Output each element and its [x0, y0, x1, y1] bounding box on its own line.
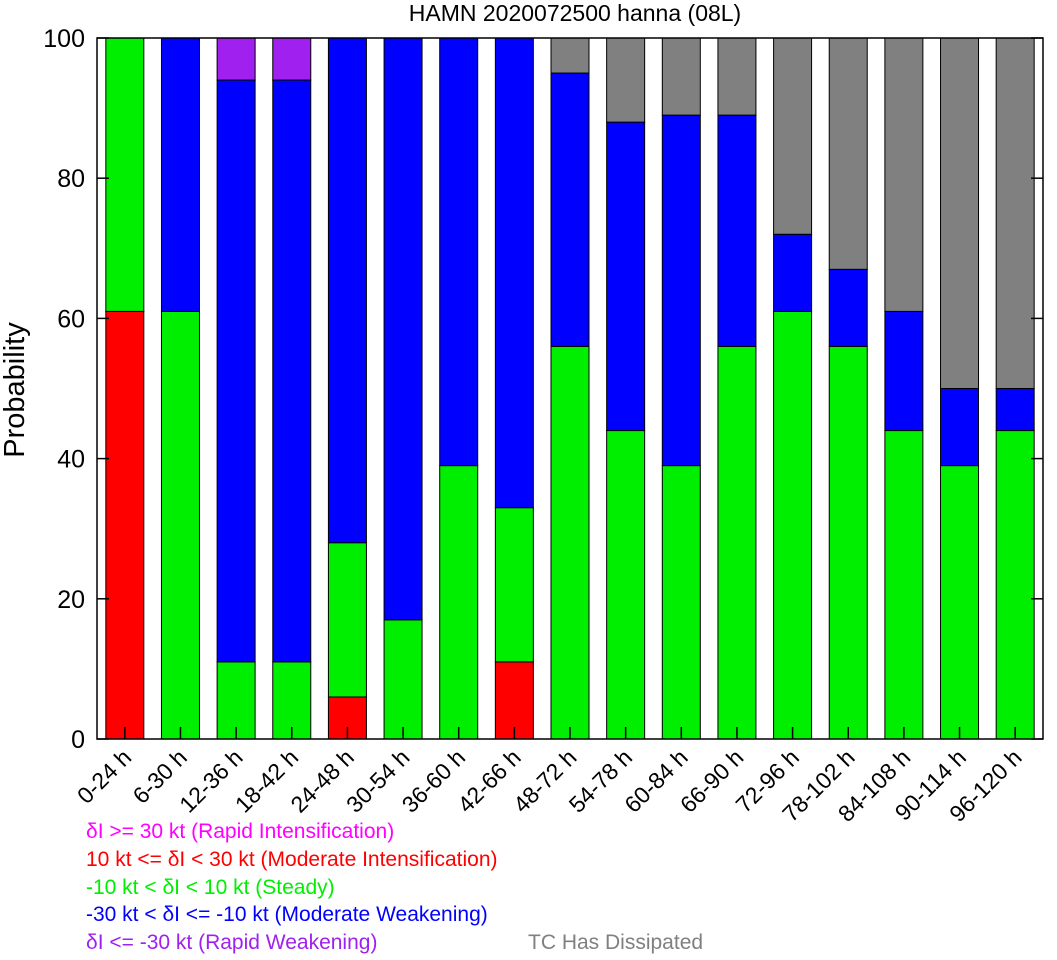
- bar-segment-30-54-h-s3: [383, 37, 423, 621]
- bar-segment-54-78-h-s3: [606, 121, 646, 432]
- bar-segment-12-36-h-s4: [216, 37, 256, 81]
- bar-segment-96-120-h-s3: [995, 388, 1035, 432]
- bar-segment-90-114-h-s2: [940, 465, 980, 740]
- bar-segment-42-66-h-s2: [494, 507, 534, 663]
- bar-segment-60-84-h-s2: [661, 465, 701, 740]
- bar-segment-18-42-h-s3: [272, 79, 312, 663]
- bar-segment-72-96-h-s2: [773, 310, 813, 740]
- bar-segment-90-114-h-s3: [940, 388, 980, 467]
- y-tick-label: 40: [57, 446, 85, 474]
- legend-entry-i-30-kt-rapid-weakening: δI <= -30 kt (Rapid Weakening): [86, 931, 378, 954]
- legend-entry-10-kt-i-30-kt-moderate-intensification: 10 kt <= δI < 30 kt (Moderate Intensific…: [86, 848, 498, 871]
- bar-segment-84-108-h-s2: [884, 430, 924, 740]
- legend-entry-i-30-kt-rapid-intensification: δI >= 30 kt (Rapid Intensification): [86, 820, 395, 843]
- bar-segment-30-54-h-s2: [383, 619, 423, 740]
- bar-segment-0-24-h-s2: [105, 37, 145, 312]
- bar-segment-36-60-h-s2: [439, 465, 479, 740]
- legend-entry-10-kt-i-10-kt-steady: -10 kt < δI < 10 kt (Steady): [86, 876, 335, 899]
- bar-segment-72-96-h-s3: [773, 233, 813, 312]
- bar-segment-0-24-h-s1: [105, 310, 145, 740]
- bar-segment-84-108-h-s5: [884, 37, 924, 312]
- bar-segment-78-102-h-s3: [828, 268, 868, 347]
- y-tick-label: 80: [57, 165, 85, 193]
- bar-segment-78-102-h-s5: [828, 37, 868, 270]
- y-axis-label: Probability: [0, 322, 31, 458]
- bar-segment-66-90-h-s3: [717, 114, 757, 347]
- bar-segment-18-42-h-s2: [272, 661, 312, 740]
- bar-segment-12-36-h-s2: [216, 661, 256, 740]
- bar-segment-96-120-h-s5: [995, 37, 1035, 389]
- legend-entry-30-kt-i-10-kt-moderate-weakening: -30 kt < δI <= -10 kt (Moderate Weakenin…: [86, 903, 488, 926]
- bars-layer: [105, 37, 1035, 740]
- bar-segment-36-60-h-s3: [439, 37, 479, 467]
- bar-segment-48-72-h-s5: [550, 37, 590, 74]
- bar-segment-42-66-h-s3: [494, 37, 534, 509]
- bar-segment-90-114-h-s5: [940, 37, 980, 389]
- bar-segment-54-78-h-s2: [606, 430, 646, 740]
- bar-segment-18-42-h-s4: [272, 37, 312, 81]
- x-tick-labels: 0-24 h6-30 h12-36 h18-42 h24-48 h30-54 h…: [72, 744, 1027, 827]
- bar-segment-78-102-h-s2: [828, 345, 868, 740]
- chart-title: HAMN 2020072500 hanna (08L): [409, 0, 741, 26]
- bar-segment-48-72-h-s3: [550, 72, 590, 347]
- bar-segment-60-84-h-s5: [661, 37, 701, 116]
- bar-segment-12-36-h-s3: [216, 79, 256, 663]
- bar-segment-48-72-h-s2: [550, 345, 590, 740]
- bar-segment-96-120-h-s2: [995, 430, 1035, 740]
- bar-segment-72-96-h-s5: [773, 37, 813, 235]
- y-tick-label: 60: [57, 305, 85, 333]
- bar-segment-6-30-h-s2: [160, 310, 200, 740]
- bar-segment-84-108-h-s3: [884, 310, 924, 432]
- y-tick-label: 20: [57, 586, 85, 614]
- legend-entry-tc-has-dissipated: TC Has Dissipated: [528, 931, 704, 954]
- bar-segment-24-48-h-s2: [327, 542, 367, 698]
- axes-layer: 0 20 40 60 80 100: [43, 25, 1044, 754]
- bar-segment-42-66-h-s1: [494, 661, 534, 740]
- bar-segment-6-30-h-s3: [160, 37, 200, 312]
- bar-segment-24-48-h-s3: [327, 37, 367, 544]
- bar-segment-60-84-h-s3: [661, 114, 701, 467]
- y-tick-label: 0: [71, 726, 85, 754]
- bar-segment-54-78-h-s5: [606, 37, 646, 123]
- bar-segment-66-90-h-s5: [717, 37, 757, 116]
- bar-segment-66-90-h-s2: [717, 345, 757, 740]
- y-tick-label: 100: [43, 25, 85, 53]
